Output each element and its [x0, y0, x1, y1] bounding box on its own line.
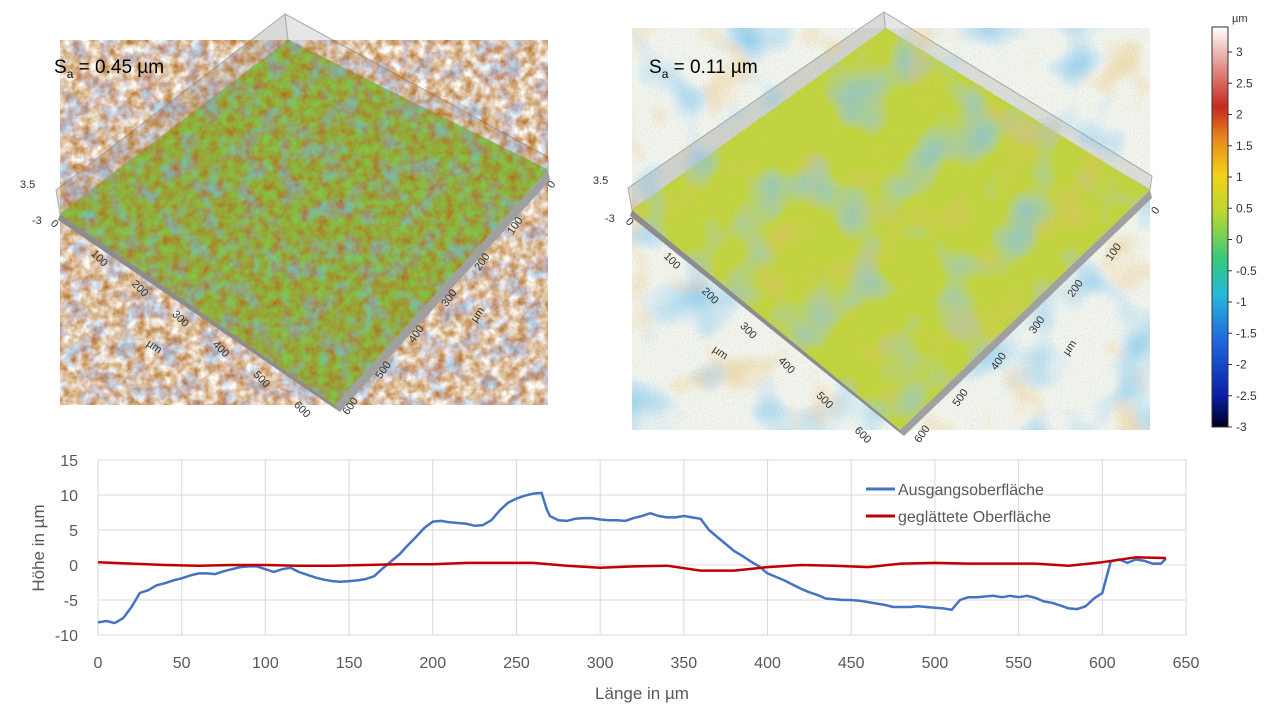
x-tick-label: 100: [252, 655, 279, 672]
y-tick-label: -10: [55, 628, 78, 645]
colorbar-tick-label: -3: [1236, 420, 1247, 434]
y-tick-label: 15: [60, 453, 78, 470]
surface-axis-tick: 0: [48, 218, 61, 231]
x-tick-label: 200: [419, 655, 446, 672]
surface-left-right-edge: [335, 170, 550, 412]
colorbar-tick-label: 0.5: [1236, 201, 1253, 215]
x-tick-label: 300: [587, 655, 614, 672]
x-tick-label: 550: [1005, 655, 1032, 672]
x-tick-label: 500: [922, 655, 949, 672]
z-tick-label: -3: [32, 215, 42, 227]
x-tick-label: 400: [754, 655, 781, 672]
x-tick-label: 650: [1173, 655, 1200, 672]
colorbar-tick-label: 2: [1236, 108, 1243, 122]
x-tick-label: 450: [838, 655, 865, 672]
colorbar-tick-label: -0.5: [1236, 264, 1257, 278]
surface-axis-tick: 300: [737, 320, 758, 341]
colorbar-tick-label: 0: [1236, 233, 1243, 247]
y-axis-label: Höhe in µm: [29, 504, 48, 591]
surface-axis-tick: 500: [950, 387, 970, 409]
profile-chart: -10 -5 0 5 10 15 0 50 100 150 200 250 300 350 400 450 5…: [29, 453, 1199, 703]
surface-right: [627, 11, 1153, 436]
colorbar-tick-label: -2: [1236, 358, 1247, 372]
sa-label-right: Sa = 0.11 µm: [649, 57, 758, 81]
surface-axis-tick: 200: [1065, 278, 1085, 300]
x-tick-label: 150: [336, 655, 363, 672]
x-tick-label: 350: [670, 655, 697, 672]
axis-unit-label: µm: [144, 338, 164, 357]
series-line-ausgangsoberflaeche: [97, 491, 1167, 625]
surface-axis-tick: 400: [210, 339, 231, 360]
surface-axis-tick: 400: [775, 355, 796, 376]
surface-axis-tick: 400: [989, 351, 1009, 373]
surface-right-right-edge: [900, 190, 1152, 436]
axis-unit-label: µm: [710, 344, 730, 363]
x-tick-label: 50: [173, 655, 191, 672]
axis-unit-label: µm: [1061, 338, 1080, 358]
surface-axis-tick: 500: [251, 369, 272, 390]
surface-axis-tick: 500: [814, 390, 835, 411]
surface-right-heightmap: [632, 28, 1150, 430]
surface-axis-tick: 100: [1104, 241, 1124, 263]
surface-left: [55, 13, 550, 412]
y-tick-label: 10: [60, 488, 78, 505]
axis-unit-label: µm: [469, 305, 488, 325]
surface-axis-tick: 200: [699, 285, 720, 306]
colorbar-gradient: [1211, 26, 1229, 428]
legend-label-ausgangsoberflaeche: Ausgangsoberfläche: [898, 482, 1044, 499]
colorbar: µm 3 2.5 2 1.5 1 0.5 0 -0.5 -1 -1.5 -2 -2.5 -3: [1211, 13, 1257, 434]
legend-label-geglaettete-oberflaeche: geglättete Oberfläche: [898, 509, 1051, 526]
x-axis-label: Länge in µm: [595, 684, 689, 703]
surface-axis-tick: 600: [291, 399, 312, 420]
y-tick-label: 5: [69, 523, 78, 540]
colorbar-tick-label: -1: [1236, 295, 1247, 309]
y-tick-label: 0: [69, 558, 78, 575]
colorbar-unit: µm: [1232, 13, 1248, 25]
surface-axis-tick: 300: [1027, 314, 1047, 336]
x-tick-label: 250: [503, 655, 530, 672]
surface-axis-tick: 200: [129, 278, 150, 299]
y-tick-label: -5: [64, 593, 78, 610]
surface-axis-tick: 300: [169, 308, 190, 329]
surface-axis-tick: 0: [1149, 205, 1162, 217]
surface-left-heightmap: [60, 40, 548, 405]
x-tick-label: 0: [94, 655, 103, 672]
z-tick-label: -3: [605, 213, 615, 225]
surface-left-front-edge: [58, 214, 340, 412]
colorbar-tick-label: 1.5: [1236, 139, 1253, 153]
legend: Ausgangsoberfläche geglättete Oberfläche: [866, 482, 1051, 526]
surface-axis-tick: 0: [545, 179, 558, 191]
colorbar-tick-label: -2.5: [1236, 389, 1257, 403]
plot-area: [97, 459, 1187, 636]
surface-axis-tick: 0: [623, 216, 636, 229]
colorbar-tick-label: -1.5: [1236, 326, 1257, 340]
z-tick-label: 3.5: [20, 179, 35, 191]
colorbar-tick-label: 2.5: [1236, 76, 1253, 90]
series-line-geglaettete-oberflaeche: [97, 556, 1166, 572]
x-tick-label: 600: [1089, 655, 1116, 672]
sa-label-left: Sa = 0.45 µm: [54, 57, 165, 81]
surface-right-front-edge: [630, 210, 904, 436]
colorbar-tick-label: 1: [1236, 170, 1243, 184]
surface-axis-tick: 600: [912, 423, 932, 445]
surface-axis-tick: 600: [852, 425, 873, 446]
z-tick-label: 3.5: [593, 175, 608, 187]
colorbar-tick-label: 3: [1236, 45, 1243, 59]
